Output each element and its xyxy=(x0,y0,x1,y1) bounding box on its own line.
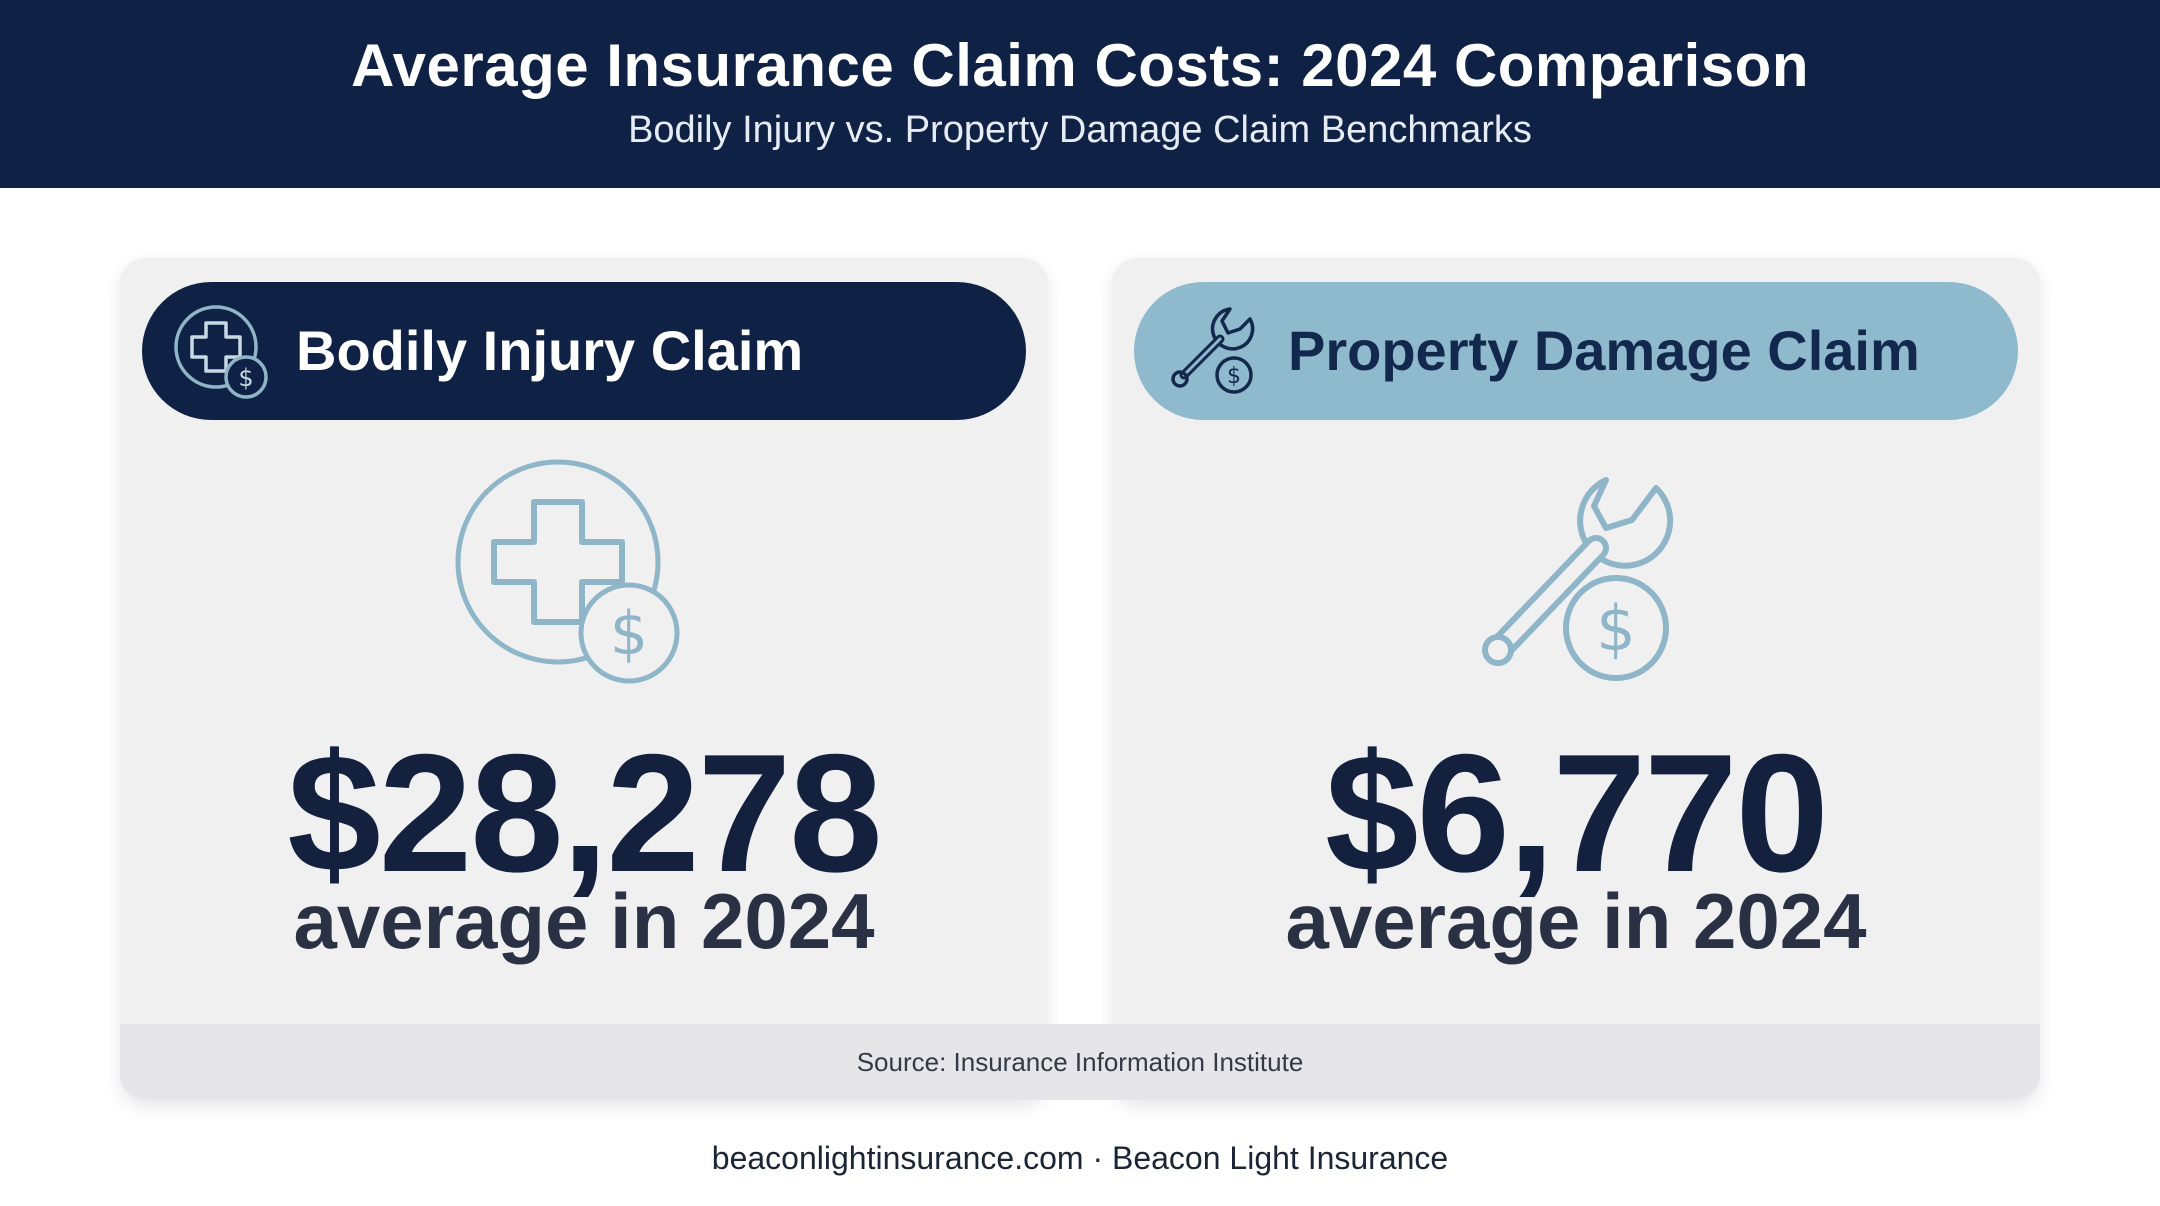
bodily-injury-caption: average in 2024 xyxy=(293,877,875,965)
page-title: Average Insurance Claim Costs: 2024 Comp… xyxy=(351,32,1809,99)
bodily-injury-pill: $ Bodily Injury Claim xyxy=(142,282,1026,420)
property-damage-label: Property Damage Claim xyxy=(1288,319,1920,382)
bodily-injury-label: Bodily Injury Claim xyxy=(296,319,804,382)
property-damage-caption: average in 2024 xyxy=(1285,877,1867,965)
svg-text:$: $ xyxy=(610,599,648,669)
property-damage-card: $ Property Damage Claim $ $6,770 average… xyxy=(1112,258,2040,1100)
svg-text:$: $ xyxy=(1227,364,1241,389)
bodily-injury-amount: $28,278 xyxy=(287,719,882,907)
bodily-injury-card: $ Bodily Injury Claim $ $28,278 average … xyxy=(120,258,1048,1100)
svg-text:$: $ xyxy=(238,364,253,392)
medical-cross-dollar-icon: $ xyxy=(455,459,680,684)
medical-cross-dollar-icon: $ xyxy=(174,305,268,399)
wrench-dollar-icon: $ xyxy=(1171,307,1255,394)
wrench-dollar-icon: $ xyxy=(1482,477,1674,681)
svg-text:$: $ xyxy=(1596,592,1635,665)
source-citation: Source: Insurance Information Institute xyxy=(856,1047,1304,1077)
source-bar: Source: Insurance Information Institute xyxy=(120,1024,2040,1100)
property-damage-amount: $6,770 xyxy=(1325,719,1829,907)
page-subtitle: Bodily Injury vs. Property Damage Claim … xyxy=(628,109,1532,151)
property-damage-pill: $ Property Damage Claim xyxy=(1134,282,2018,420)
header-banner: Average Insurance Claim Costs: 2024 Comp… xyxy=(0,0,2160,188)
footer-credit: beaconlightinsurance.com · Beacon Light … xyxy=(711,1140,1449,1176)
